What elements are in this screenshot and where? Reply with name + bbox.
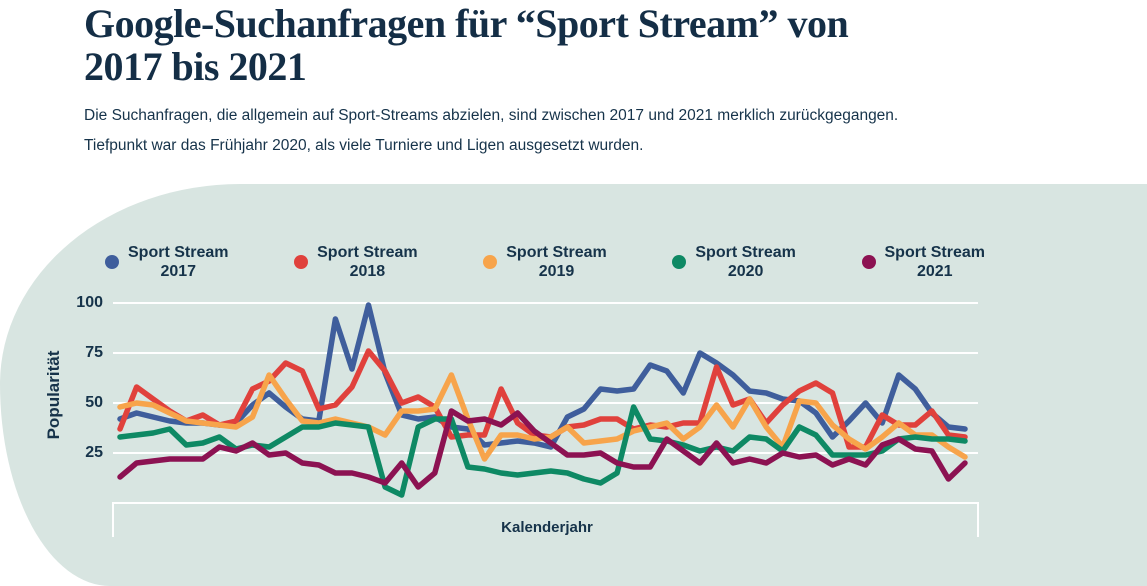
legend-series-name: Sport Stream (128, 244, 229, 261)
legend-item-2018: Sport Stream 2018 (294, 243, 418, 281)
legend-label: Sport Stream 2019 (506, 243, 606, 281)
page-subtitle-line2: Tiefpunkt war das Frühjahr 2020, als vie… (84, 137, 644, 154)
chart-legend: Sport Stream 2017 Sport Stream 2018 Spor… (105, 243, 985, 281)
page-subtitle-line1: Die Suchanfragen, die allgemein auf Spor… (84, 107, 899, 124)
legend-dot (861, 255, 876, 269)
legend-dot (483, 255, 498, 269)
legend-dot (672, 255, 687, 269)
legend-label: Sport Stream 2021 (885, 243, 985, 281)
legend-dot (294, 255, 309, 269)
page-title: Google-Suchanfragen für “Sport Stream” v… (84, 2, 1064, 88)
y-tick-75: 75 (85, 344, 103, 361)
x-axis-label: Kalenderjahr (501, 519, 593, 536)
legend-series-name: Sport Stream (884, 244, 985, 261)
page-subtitle: Die Suchanfragen, die allgemein auf Spor… (84, 101, 1084, 161)
legend-series-year: 2019 (538, 263, 575, 280)
legend-series-year: 2021 (916, 263, 953, 280)
legend-series-year: 2017 (160, 263, 197, 280)
legend-label: Sport Stream 2020 (695, 243, 795, 281)
legend-item-2020: Sport Stream 2020 (672, 243, 796, 281)
legend-series-year: 2018 (349, 263, 386, 280)
page-title-line2: 2017 bis 2021 (84, 44, 307, 89)
legend-label: Sport Stream 2017 (128, 243, 228, 281)
legend-series-name: Sport Stream (695, 244, 796, 261)
legend-item-2017: Sport Stream 2017 (105, 243, 228, 281)
page-title-line1: Google-Suchanfragen für “Sport Stream” v… (84, 1, 849, 46)
legend-label: Sport Stream 2018 (317, 243, 417, 281)
legend-series-name: Sport Stream (506, 244, 607, 261)
y-tick-50: 50 (85, 394, 103, 411)
legend-dot (105, 255, 119, 269)
legend-series-name: Sport Stream (317, 244, 418, 261)
y-tick-100: 100 (76, 294, 103, 311)
y-tick-25: 25 (85, 444, 103, 461)
legend-item-2019: Sport Stream 2019 (483, 243, 607, 281)
legend-item-2021: Sport Stream 2021 (861, 243, 985, 281)
legend-series-year: 2020 (727, 263, 764, 280)
